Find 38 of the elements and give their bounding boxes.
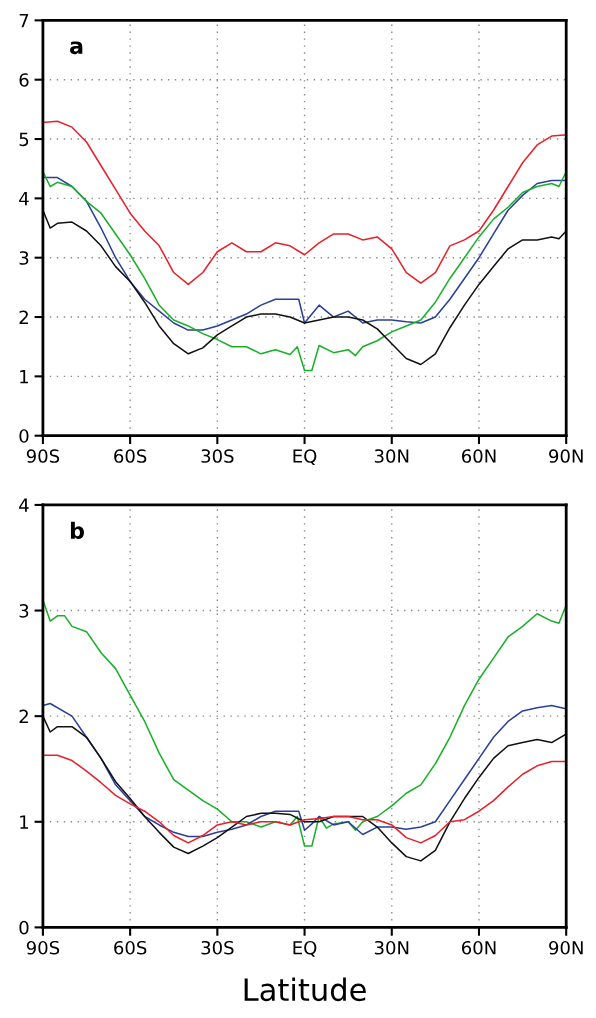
x-tick-label: EQ bbox=[293, 940, 317, 957]
x-tick-label: 60N bbox=[462, 449, 496, 463]
x-tick-label: EQ bbox=[293, 449, 317, 465]
y-tick-label: 2 bbox=[19, 310, 28, 324]
y-tick-label: 3 bbox=[19, 604, 29, 618]
x-tick-label: 90N bbox=[549, 940, 583, 955]
x-tick-label: 90S bbox=[26, 940, 60, 955]
x-tick-label: 90N bbox=[549, 449, 583, 463]
y-tick-label: 0 bbox=[19, 429, 29, 443]
x-axis-title: Latitude bbox=[244, 977, 366, 1002]
y-tick-label: 7 bbox=[19, 14, 29, 28]
line-series bbox=[42, 120, 567, 286]
x-tick-label: 60S bbox=[114, 449, 147, 463]
y-tick-label: 1 bbox=[20, 815, 29, 829]
y-tick-label: 5 bbox=[19, 132, 29, 147]
x-tick-label: 30N bbox=[374, 449, 409, 463]
line-series bbox=[42, 715, 567, 862]
y-tick-label: 3 bbox=[19, 251, 29, 265]
x-tick-label: 30S bbox=[201, 449, 234, 463]
x-tick-label: 90S bbox=[26, 449, 60, 463]
x-tick-label: 60S bbox=[114, 940, 147, 955]
y-tick-label: 6 bbox=[19, 73, 29, 87]
line-series bbox=[42, 176, 567, 331]
y-tick-label: 0 bbox=[19, 920, 29, 935]
annotation: b bbox=[70, 521, 84, 540]
x-tick-label: 60N bbox=[462, 940, 496, 955]
x-tick-label: 30S bbox=[201, 940, 234, 955]
y-tick-label: 4 bbox=[19, 192, 29, 206]
y-tick-label: 2 bbox=[19, 709, 28, 724]
y-tick-label: 1 bbox=[20, 370, 29, 384]
line-series bbox=[42, 170, 567, 372]
line-series bbox=[42, 702, 567, 838]
line-series bbox=[42, 754, 567, 844]
x-tick-label: 30N bbox=[374, 940, 409, 955]
line-series bbox=[42, 209, 567, 366]
annotation: a bbox=[70, 41, 83, 55]
line-series bbox=[42, 599, 567, 847]
y-tick-label: 4 bbox=[19, 498, 29, 512]
